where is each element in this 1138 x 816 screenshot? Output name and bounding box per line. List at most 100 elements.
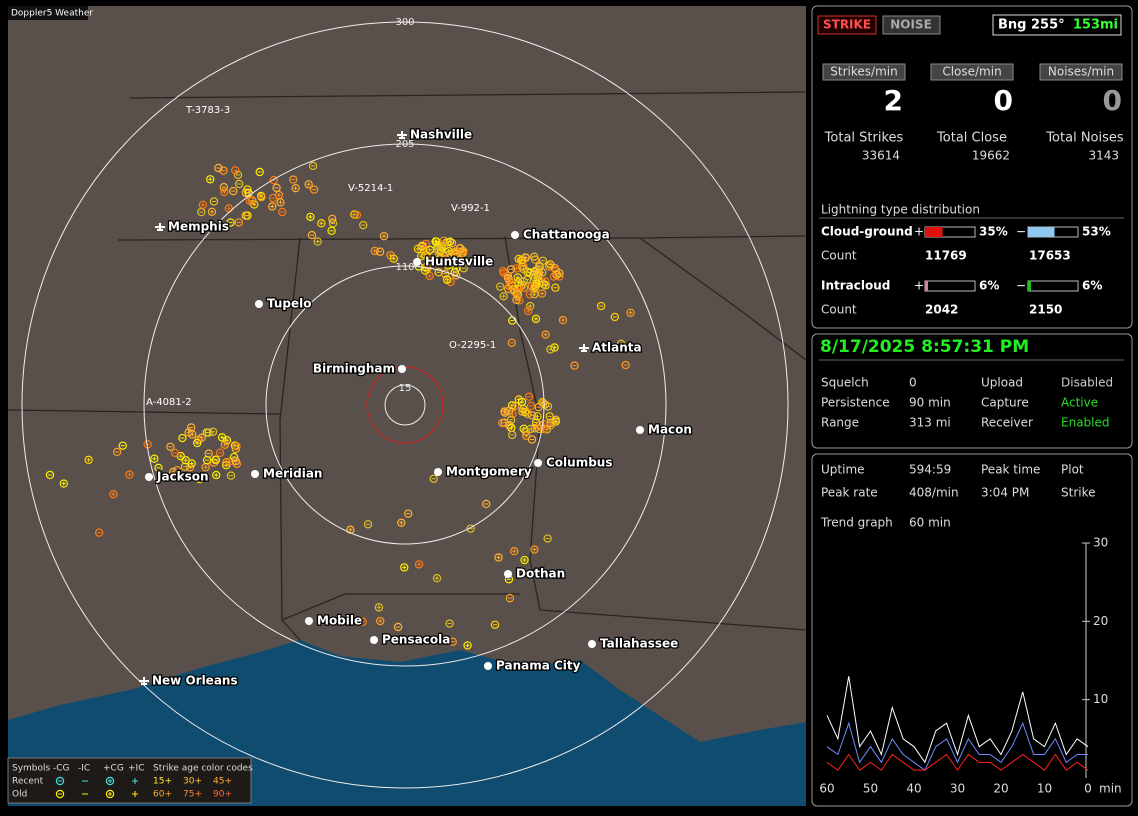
setting: Squelch (821, 376, 869, 390)
city-label: Mobile (317, 614, 362, 628)
strike-symbol (309, 185, 319, 194)
pct-bar (1028, 227, 1055, 237)
stat: Plot (1061, 463, 1084, 477)
trend-label: Trend graph (820, 516, 893, 530)
strike-symbol (198, 200, 208, 210)
strike-symbol (445, 619, 454, 628)
strike-symbol (178, 433, 187, 443)
strike-symbol (463, 641, 472, 650)
legend-row: Old (12, 790, 27, 800)
strike-symbol (517, 397, 527, 407)
strike-symbol (434, 245, 443, 254)
strike-symbol (435, 254, 445, 263)
strike-symbol (170, 448, 180, 458)
strike-symbol (304, 180, 313, 189)
noise-button-label[interactable]: NOISE (890, 18, 932, 32)
pct-bar (925, 227, 943, 237)
strike-symbol (181, 456, 190, 465)
strike-button-label[interactable]: STRIKE (823, 18, 871, 32)
city-label: New Orleans (152, 674, 238, 688)
strike-symbol (530, 267, 539, 277)
strike-symbol (519, 264, 528, 274)
map-title: Doppler5 Weather (11, 9, 93, 19)
strike-symbol (317, 219, 326, 228)
panel (811, 453, 1133, 807)
strike-symbol (543, 534, 552, 543)
trend-window: 60 min (909, 516, 951, 530)
city-dot (504, 570, 512, 578)
strike-symbol (272, 183, 281, 193)
city-dot (251, 470, 259, 478)
y-tick-label: 10 (1093, 692, 1108, 706)
strike-symbol (610, 312, 620, 322)
stat: 408/min (909, 486, 959, 500)
strike-symbol (358, 617, 367, 626)
city-dot (398, 365, 406, 373)
rate-label-box (822, 63, 906, 81)
city-label: Columbus (546, 456, 613, 470)
strike-symbol (498, 418, 507, 428)
setting: Enabled (1061, 416, 1110, 430)
rate-value: 0 (1103, 84, 1122, 117)
strike-symbol (555, 268, 564, 278)
city-label: Memphis (168, 220, 229, 234)
legend-age: 45+ (213, 777, 232, 787)
strike-symbol (508, 430, 517, 440)
map-labels: 300 205 110 15 Nashville Memphis Chattanooga Hu… (139, 17, 693, 689)
ring-label: 300 (395, 17, 414, 28)
strike-symbol (289, 175, 298, 184)
strike-symbol (511, 401, 520, 411)
strike-symbol (523, 409, 532, 418)
strike-symbol (421, 266, 430, 275)
strike-symbol (534, 269, 544, 279)
setting: Active (1061, 396, 1098, 410)
noise-button[interactable] (882, 15, 941, 35)
strike-symbol (307, 230, 317, 240)
total-label: Total Noises (1045, 131, 1124, 146)
strike-symbol (526, 424, 535, 434)
strike-symbol (379, 231, 389, 241)
strike-button[interactable] (817, 15, 877, 35)
total-label: Total Strikes (824, 131, 904, 146)
strike-symbol (186, 423, 196, 432)
total-label: Total Close (936, 131, 1007, 146)
city-label: Montgomery (446, 465, 532, 479)
city-label: Huntsville (425, 255, 493, 269)
strike-symbol (504, 406, 514, 415)
strike-symbol (519, 283, 529, 292)
strike-symbol (530, 282, 539, 292)
type-name: Intracloud (821, 279, 890, 293)
strike-symbol (510, 287, 519, 297)
strike-symbol (59, 479, 68, 488)
strike-symbol (400, 563, 409, 572)
strike-symbol (208, 427, 218, 436)
sign: + (914, 279, 924, 293)
state-line (539, 609, 806, 631)
strike-symbol (463, 257, 472, 267)
strike-symbol (112, 447, 122, 457)
strike-symbol (504, 276, 514, 285)
strike-symbol (118, 441, 128, 450)
setting: Upload (981, 376, 1023, 390)
strike-symbol (220, 440, 230, 450)
strike-symbol (544, 262, 554, 271)
strike-symbol (526, 401, 536, 411)
legend-row: Recent (12, 777, 44, 787)
strike-symbol (505, 281, 514, 291)
strike-symbol (425, 257, 435, 266)
strike-symbol (202, 455, 212, 465)
strike-symbol (220, 187, 229, 197)
strike-symbol (278, 207, 287, 217)
strike-symbol (530, 545, 539, 554)
total-value: 3143 (1088, 149, 1119, 163)
strike-symbol (523, 306, 533, 316)
trend-line (826, 753, 1089, 772)
strikes (45, 161, 635, 650)
strike-symbol (375, 247, 385, 256)
strike-symbol (417, 242, 427, 252)
trend-line (826, 721, 1088, 771)
setting: 90 min (909, 396, 951, 410)
legend-age: 15+ (153, 777, 172, 787)
strike-symbol (308, 161, 318, 171)
